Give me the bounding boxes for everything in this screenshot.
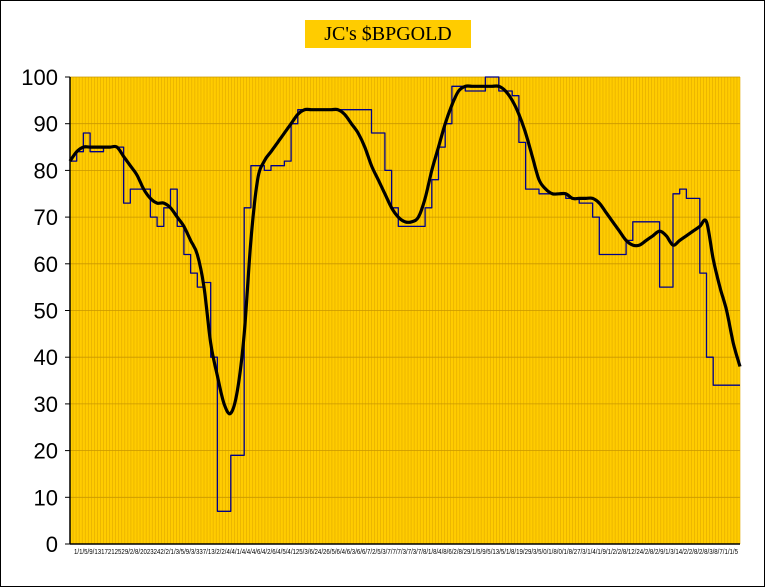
series-line-smoothed	[68, 84, 742, 416]
y-tick-label: 100	[21, 65, 58, 90]
y-tick-label: 40	[34, 345, 58, 370]
y-tick-label: 90	[34, 112, 58, 137]
x-tick-labels: 1/1/5/9/1317212529/2/8/2023242/2/1/3/5/9…	[74, 549, 738, 556]
y-tick-label: 80	[34, 158, 58, 183]
y-tick-labels: 0 10 20 30 40 50 60 70 80 90 100	[21, 65, 70, 557]
y-tick-label: 60	[34, 252, 58, 277]
series-lines	[68, 76, 742, 512]
y-tick-label: 70	[34, 205, 58, 230]
y-tick-label: 50	[34, 299, 58, 324]
y-tick-label: 10	[34, 485, 58, 510]
series-line-raw	[70, 76, 740, 512]
y-tick-label: 30	[34, 392, 58, 417]
y-tick-label: 20	[34, 439, 58, 464]
chart-title: JC's $BPGOLD	[305, 20, 471, 48]
y-tick-label: 0	[46, 532, 58, 557]
y-gridlines	[70, 76, 740, 498]
